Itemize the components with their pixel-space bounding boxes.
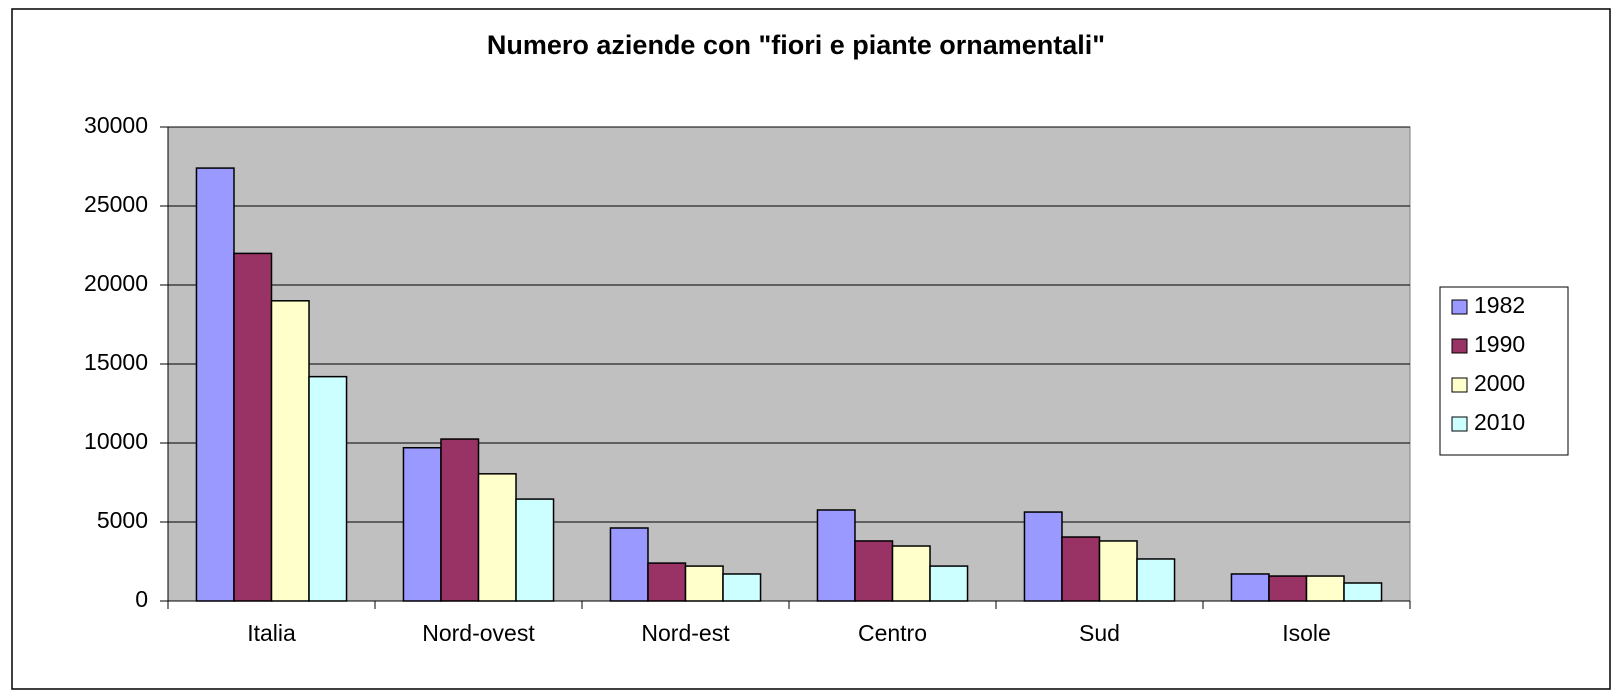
bar	[1023, 511, 1063, 602]
x-tick-label: Italia	[247, 620, 296, 646]
chart-title: Numero aziende con "fiori e piante ornam…	[487, 30, 1105, 60]
x-tick-label: Centro	[858, 620, 927, 646]
bar	[477, 473, 517, 602]
y-tick-label: 0	[135, 586, 148, 612]
legend-swatch	[1451, 377, 1468, 393]
legend-label: 2000	[1474, 370, 1525, 396]
bar	[1061, 536, 1101, 602]
bar	[440, 438, 480, 602]
bar	[515, 498, 555, 602]
x-tick-label: Nord-est	[641, 620, 730, 646]
bar	[816, 509, 856, 602]
bar	[195, 167, 235, 602]
bar	[1230, 573, 1270, 602]
y-tick-label: 30000	[84, 112, 148, 138]
bar	[270, 300, 310, 602]
bar	[609, 527, 649, 602]
y-tick-label: 25000	[84, 191, 148, 217]
bar	[854, 540, 894, 602]
bar	[233, 252, 273, 602]
legend-swatch	[1451, 416, 1468, 432]
legend-swatch	[1451, 338, 1468, 354]
bar	[1268, 575, 1308, 602]
bar	[1343, 582, 1383, 602]
y-tick-label: 10000	[84, 428, 148, 454]
bar	[929, 565, 969, 602]
bar	[1305, 575, 1345, 602]
bar	[1098, 540, 1138, 602]
bar	[684, 565, 724, 602]
bar	[722, 573, 762, 602]
y-tick-label: 20000	[84, 270, 148, 296]
y-tick-label: 5000	[97, 507, 148, 533]
bar	[402, 446, 442, 602]
bar	[1136, 558, 1176, 602]
x-tick-label: Isole	[1282, 620, 1331, 646]
x-tick-label: Nord-ovest	[422, 620, 535, 646]
x-tick-label: Sud	[1079, 620, 1120, 646]
legend-label: 2010	[1474, 409, 1525, 435]
legend-swatch	[1451, 299, 1468, 315]
bar	[647, 562, 687, 602]
legend-label: 1990	[1474, 331, 1525, 357]
legend-label: 1982	[1474, 292, 1525, 318]
y-tick-label: 15000	[84, 349, 148, 375]
bar	[891, 545, 931, 602]
bar	[308, 375, 348, 602]
